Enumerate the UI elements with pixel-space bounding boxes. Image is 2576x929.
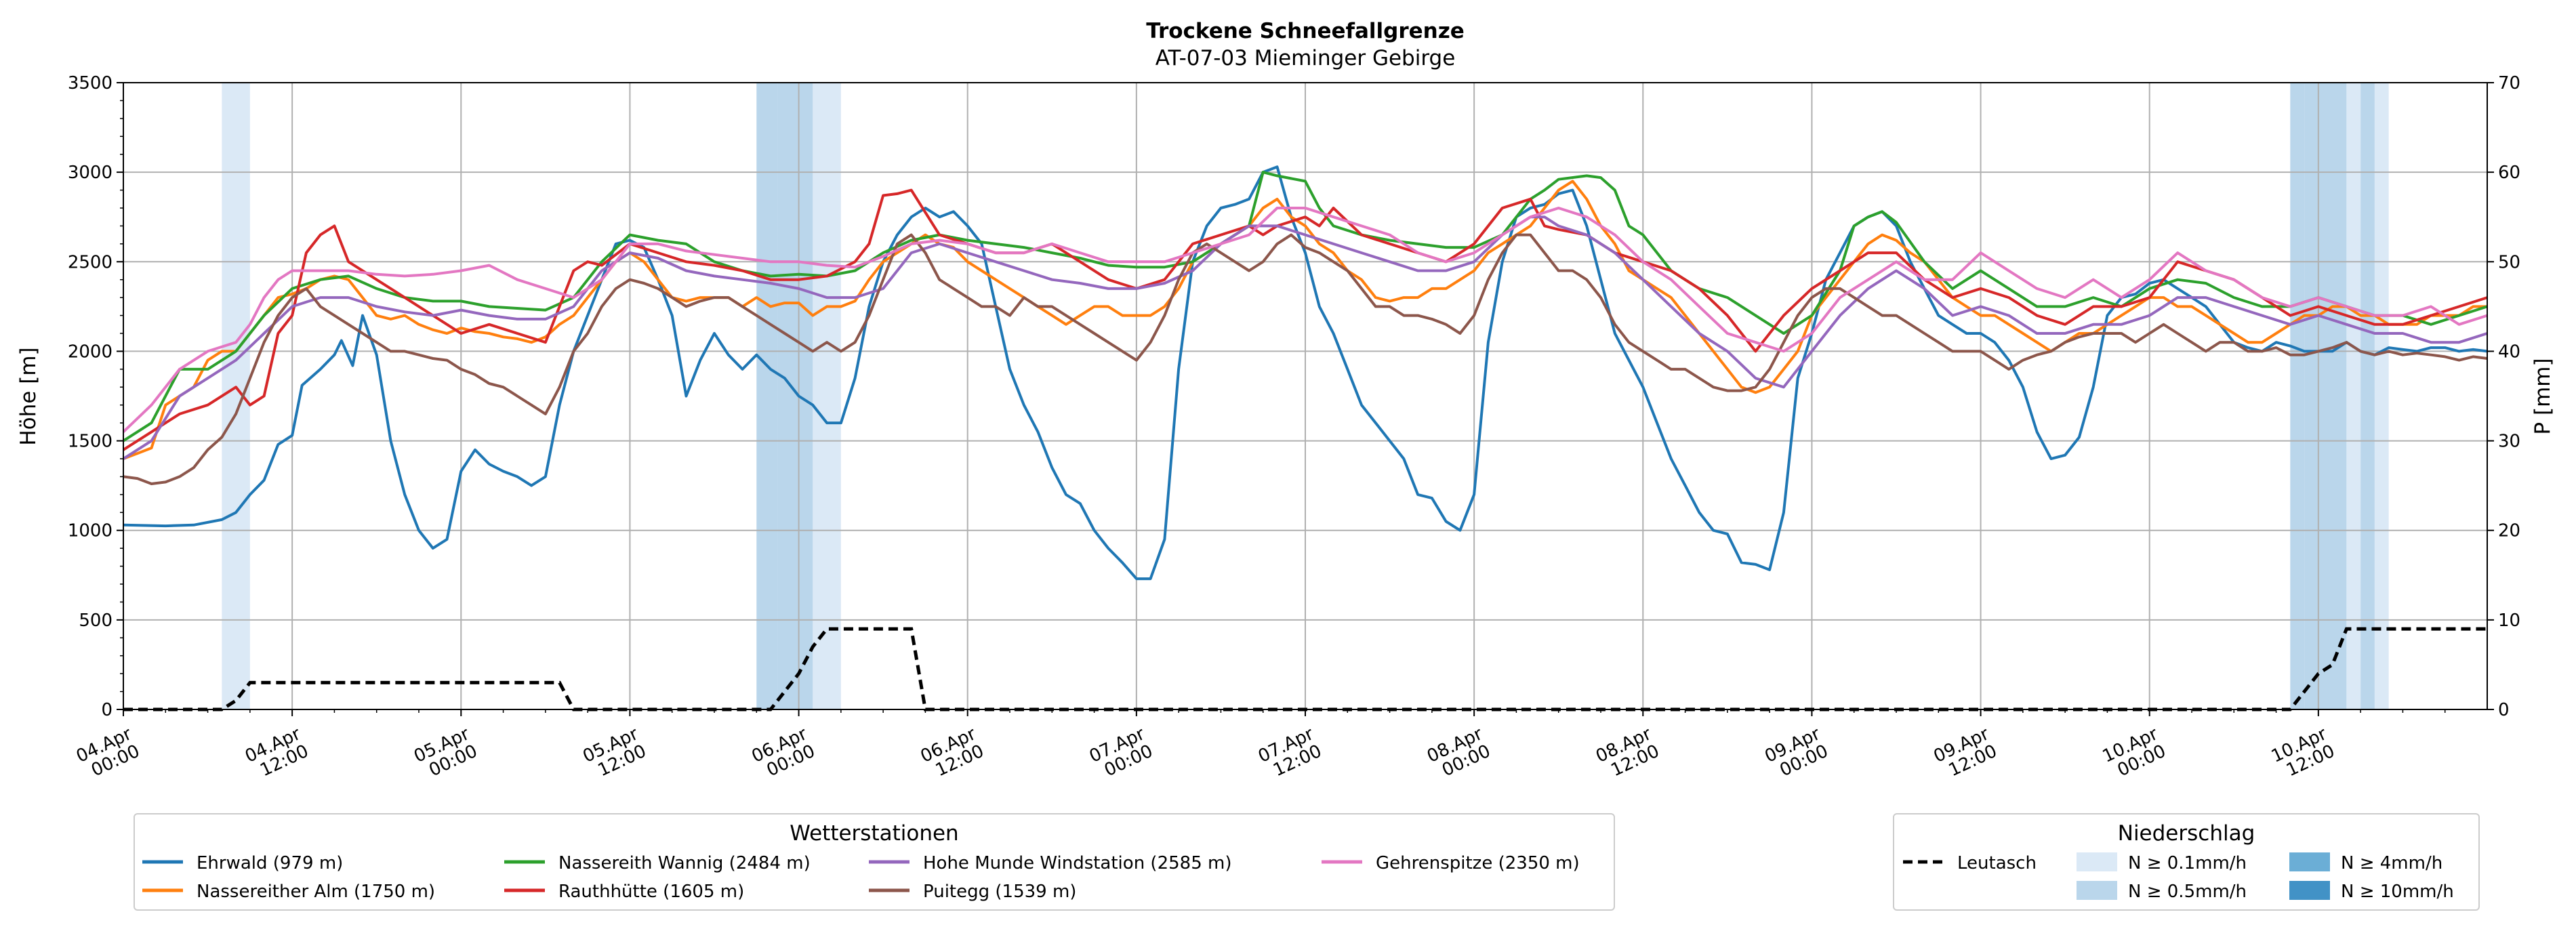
legend-stations-title: Wetterstationen bbox=[790, 821, 958, 846]
legend-precip-frame bbox=[1893, 813, 2480, 911]
x-tick-label-13: 10.Apr12:00 bbox=[2268, 724, 2338, 784]
x-tick-label-0: 04.Apr00:00 bbox=[73, 724, 143, 784]
legend-precip-swatch-2 bbox=[2289, 852, 2330, 871]
legend-stations-items: Ehrwald (979 m) Nassereither Alm (1750 m)… bbox=[142, 853, 1580, 902]
y2-tick-label-5: 50 bbox=[2498, 252, 2520, 272]
precip-line-leutasch bbox=[123, 627, 2487, 711]
series-line-4 bbox=[122, 215, 2488, 460]
legend-label-4: Hohe Munde Windstation (2585 m) bbox=[923, 853, 1231, 873]
y-tick-label-1: 500 bbox=[79, 611, 113, 631]
legend-label-0: Ehrwald (979 m) bbox=[197, 853, 343, 873]
legend-precip-swatch-0 bbox=[2077, 852, 2117, 871]
y2-tick-label-1: 10 bbox=[2498, 611, 2520, 631]
x-tick-label-12: 10.Apr00:00 bbox=[2100, 724, 2169, 784]
precip-band-8 bbox=[2360, 83, 2375, 709]
x-tick-label-6: 07.Apr00:00 bbox=[1086, 724, 1156, 784]
grid bbox=[123, 83, 2487, 709]
y-tick-label-5: 2500 bbox=[68, 252, 113, 272]
legend-precip-label-3: N ≥ 10mm/h bbox=[2341, 882, 2454, 902]
y-tick-label-7: 3500 bbox=[68, 73, 113, 94]
y2-tick-label-4: 40 bbox=[2498, 342, 2520, 362]
precip-band-2 bbox=[777, 83, 799, 709]
legend-label-6: Gehrenspitze (2350 m) bbox=[1376, 853, 1580, 873]
series-line-2 bbox=[122, 171, 2488, 442]
x-tick-label-5: 06.Apr12:00 bbox=[918, 724, 987, 784]
legend-label-2: Nassereith Wannig (2484 m) bbox=[558, 853, 811, 873]
x-tick-label-4: 06.Apr00:00 bbox=[749, 724, 819, 784]
legend-precip-title: Niederschlag bbox=[2118, 821, 2255, 846]
y2-tick-label-0: 0 bbox=[2498, 700, 2510, 720]
series-line-5 bbox=[123, 233, 2488, 485]
legend-precip-swatch-3 bbox=[2289, 881, 2330, 900]
x-tick-label-11: 09.Apr12:00 bbox=[1931, 724, 2001, 784]
legend-label-3: Rauthhütte (1605 m) bbox=[558, 882, 744, 902]
y-tick-label-6: 3000 bbox=[68, 163, 113, 183]
chart-subtitle: AT-07-03 Mieminger Gebirge bbox=[1156, 46, 1456, 70]
legend-precip-label-1: N ≥ 0.5mm/h bbox=[2128, 882, 2247, 902]
y2-tick-label-6: 60 bbox=[2498, 163, 2520, 183]
legend-label-5: Puitegg (1539 m) bbox=[923, 882, 1076, 902]
precip-band-5 bbox=[2290, 83, 2305, 709]
legend-precip-swatch-1 bbox=[2077, 881, 2117, 900]
legend-precip-items: N ≥ 0.1mm/h N ≥ 0.5mm/h N ≥ 4mm/h N ≥ 10mm/… bbox=[2077, 852, 2454, 902]
legend-stations: Wetterstationen Ehrwald (979 m) Nassereit… bbox=[134, 813, 1615, 911]
legend-precip: Niederschlag Leutasch N ≥ 0.1mm/h N ≥ 0.5… bbox=[1893, 813, 2480, 911]
x-tick-label-1: 04.Apr12:00 bbox=[242, 724, 312, 784]
y-tick-label-4: 2000 bbox=[68, 342, 113, 362]
x-tick-label-3: 05.Apr12:00 bbox=[579, 724, 649, 784]
legend-precip-label-2: N ≥ 4mm/h bbox=[2341, 853, 2442, 873]
precip-band-3 bbox=[798, 83, 813, 709]
precip-band-9 bbox=[2374, 83, 2389, 709]
x-tick-label-10: 09.Apr00:00 bbox=[1761, 724, 1831, 784]
y-tick-label-0: 0 bbox=[101, 700, 113, 720]
y-tick-label-2: 1000 bbox=[68, 521, 113, 541]
precip-band-0 bbox=[222, 83, 250, 709]
series-lines bbox=[122, 165, 2488, 581]
precip-band-6 bbox=[2304, 83, 2347, 709]
y2-tick-label-2: 20 bbox=[2498, 521, 2520, 541]
legend-precip-label-0: N ≥ 0.1mm/h bbox=[2128, 853, 2247, 873]
y-tick-label-3: 1500 bbox=[68, 432, 113, 452]
precip-band-7 bbox=[2346, 83, 2361, 709]
chart-title: Trockene Schneefallgrenze bbox=[1146, 19, 1465, 43]
legend-leutasch-label: Leutasch bbox=[1957, 853, 2037, 873]
precip-band-1 bbox=[756, 83, 778, 709]
y2-axis-label: P [mm] bbox=[2531, 358, 2555, 434]
y2-tick-label-3: 30 bbox=[2498, 432, 2520, 452]
legend-label-1: Nassereither Alm (1750 m) bbox=[197, 882, 435, 902]
precip-band-4 bbox=[813, 83, 841, 709]
y2-tick-label-7: 70 bbox=[2498, 73, 2520, 94]
x-tick-label-7: 07.Apr12:00 bbox=[1255, 724, 1325, 784]
x-tick-label-2: 05.Apr00:00 bbox=[411, 724, 481, 784]
y-axis-label: Höhe [m] bbox=[16, 347, 41, 445]
series-line-0 bbox=[123, 165, 2488, 581]
x-tick-label-8: 08.Apr00:00 bbox=[1424, 724, 1494, 784]
precip-line bbox=[123, 627, 2487, 711]
precip-bands bbox=[222, 83, 2389, 709]
series-line-6 bbox=[122, 207, 2488, 433]
x-tick-label-9: 08.Apr12:00 bbox=[1593, 724, 1662, 784]
